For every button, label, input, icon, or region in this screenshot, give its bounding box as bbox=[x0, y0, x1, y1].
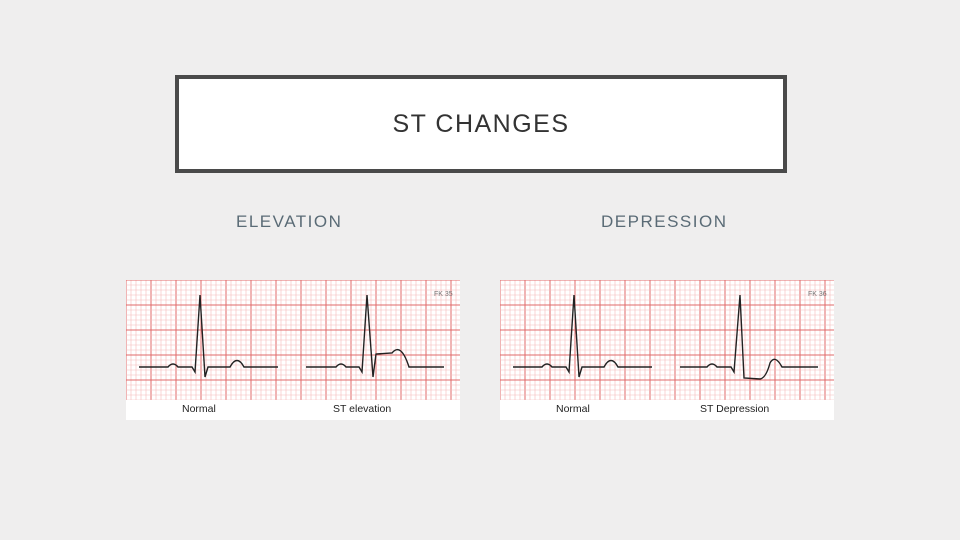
figure-tag: FK 35 bbox=[434, 291, 453, 298]
title-box: ST CHANGES bbox=[175, 75, 787, 173]
caption-normal: Normal bbox=[182, 403, 216, 415]
caption-st-elevation: ST elevation bbox=[333, 403, 392, 415]
ecg-trace-st-depression bbox=[680, 294, 818, 380]
ecg-grid bbox=[500, 280, 834, 400]
depression-heading: DEPRESSION bbox=[601, 212, 728, 231]
slide-title: ST CHANGES bbox=[392, 109, 570, 138]
ecg-elevation-panel bbox=[126, 280, 460, 420]
figure-tag: FK 36 bbox=[808, 291, 827, 298]
ecg-depression-panel bbox=[500, 280, 834, 420]
ecg-depression-strip bbox=[500, 280, 834, 400]
ecg-trace-normal bbox=[139, 294, 278, 378]
ecg-trace-st-elevation bbox=[306, 294, 444, 378]
ecg-elevation-strip bbox=[126, 280, 460, 400]
caption-st-depression: ST Depression bbox=[700, 403, 770, 415]
caption-normal: Normal bbox=[556, 403, 590, 415]
elevation-heading: ELEVATION bbox=[236, 212, 343, 231]
ecg-grid bbox=[126, 280, 460, 400]
ecg-trace-normal bbox=[513, 294, 652, 378]
